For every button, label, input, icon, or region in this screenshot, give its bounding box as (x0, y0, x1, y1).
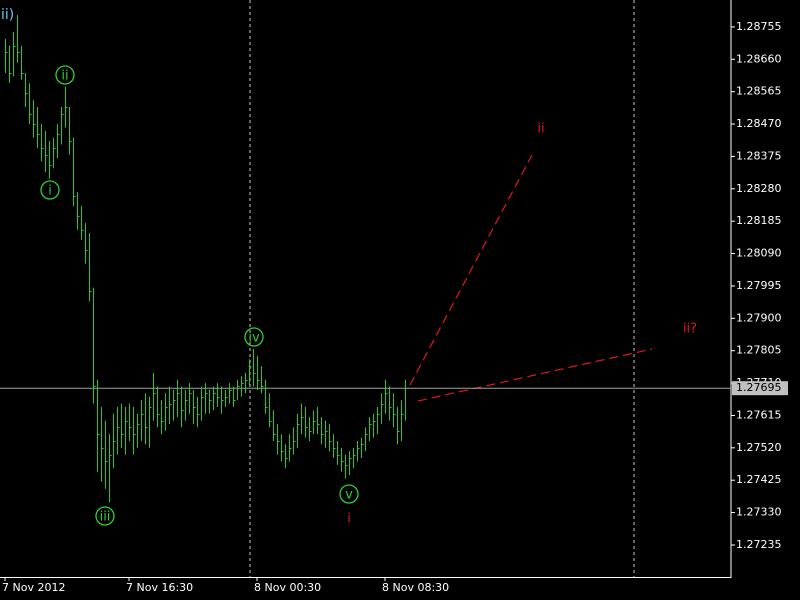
wave-label: i (347, 512, 351, 527)
wave-label: ii (537, 122, 544, 137)
y-tick-label: 1.28185 (736, 214, 782, 227)
y-tick-label: 1.27900 (736, 311, 782, 324)
x-tick-label: 8 Nov 00:30 (254, 581, 321, 594)
y-tick-label: 1.27425 (736, 473, 782, 486)
price-label: 1.27695 (736, 381, 782, 394)
wave-label: i (48, 184, 52, 199)
y-tick-label: 1.28660 (736, 52, 782, 65)
y-tick-label: 1.28470 (736, 117, 782, 130)
y-tick-label: 1.28755 (736, 20, 782, 33)
x-tick-label: 7 Nov 2012 (2, 581, 65, 594)
price-label-box (732, 381, 788, 396)
wave-circle (40, 180, 60, 200)
wave-label: iii (100, 510, 111, 525)
projection-line (417, 348, 653, 402)
bars (5, 14, 408, 503)
wave-circle (95, 506, 115, 526)
y-tick-label: 1.27995 (736, 279, 782, 292)
y-tick-label: 1.28280 (736, 182, 782, 195)
y-tick-label: 1.27520 (736, 441, 782, 454)
y-tick-label: 1.28565 (736, 85, 782, 98)
y-tick-label: 1.28090 (736, 247, 782, 260)
y-tick-label: 1.27615 (736, 408, 782, 421)
wave-label: iv (248, 331, 260, 346)
y-tick-label: 1.28375 (736, 149, 782, 162)
wave-label: ii) (1, 7, 14, 23)
y-tick-label: 1.27805 (736, 344, 782, 357)
wave-label: ii (61, 69, 68, 84)
wave-circle (55, 65, 75, 85)
wave-circle (339, 484, 359, 504)
y-tick-label: 1.27235 (736, 538, 782, 551)
wave-label: ii? (683, 322, 697, 337)
wave-label: v (345, 488, 353, 503)
x-tick-label: 7 Nov 16:30 (126, 581, 193, 594)
y-tick-label: 1.27330 (736, 506, 782, 519)
x-tick-label: 8 Nov 08:30 (382, 581, 449, 594)
projection-line (409, 154, 533, 386)
wave-circle (244, 327, 264, 347)
